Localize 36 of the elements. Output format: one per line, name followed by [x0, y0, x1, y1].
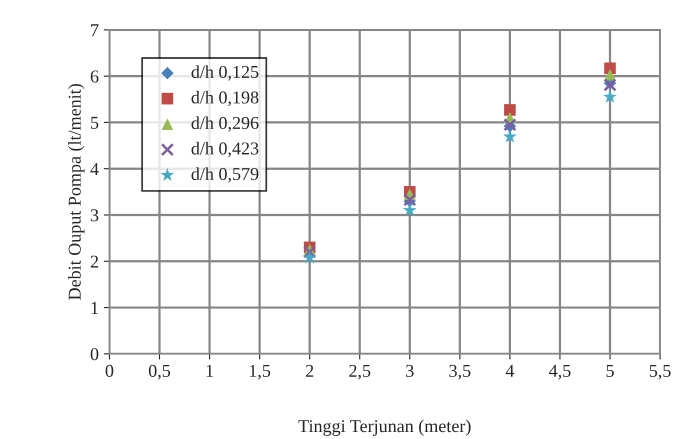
legend-label: d/h 0,579 — [192, 167, 258, 183]
y-tick-label: 7 — [91, 24, 99, 36]
point — [504, 104, 516, 116]
x-tick-label: 1 — [206, 364, 213, 377]
x-tick-label: 0,5 — [148, 364, 170, 380]
x-tick-label: 3,5 — [449, 364, 470, 380]
y-tick-label: 5 — [91, 116, 98, 129]
y-tick-label: 3 — [90, 209, 98, 222]
x-tick-label: 0 — [106, 364, 114, 377]
legend-label: d/h 0,423 — [192, 142, 258, 158]
point — [502, 129, 517, 143]
y-tick-label: 6 — [90, 70, 98, 83]
legend-label: d/h 0,198 — [192, 90, 258, 106]
point — [402, 203, 417, 216]
y-axis-title: Debit Ouput Pompa (lt/menit) — [68, 84, 84, 300]
point — [302, 250, 317, 264]
legend-label: d/h 0,296 — [192, 116, 259, 132]
x-tick-label: 4 — [506, 364, 514, 377]
point — [604, 62, 616, 74]
legend-label: d/h 0,125 — [192, 65, 258, 81]
x-tick-label: 1,5 — [250, 364, 270, 380]
y-tick-label: 4 — [90, 163, 99, 175]
x-tick-label: 2,5 — [349, 364, 370, 380]
x-axis-title: Tinggi Terjunan (meter) — [298, 420, 471, 436]
x-tick-label: 5,5 — [650, 364, 671, 380]
point — [603, 78, 617, 92]
point — [604, 68, 616, 81]
x-tick-label: 2 — [306, 364, 314, 377]
point — [303, 245, 316, 259]
y-tick-label: 0 — [90, 348, 98, 360]
x-tick-label: 3 — [406, 364, 414, 377]
x-tick-label: 4,5 — [549, 364, 571, 380]
y-tick-label: 1 — [92, 302, 98, 314]
y-tick-label: 2 — [90, 256, 98, 268]
point — [603, 90, 617, 103]
x-tick-label: 5 — [606, 364, 614, 377]
